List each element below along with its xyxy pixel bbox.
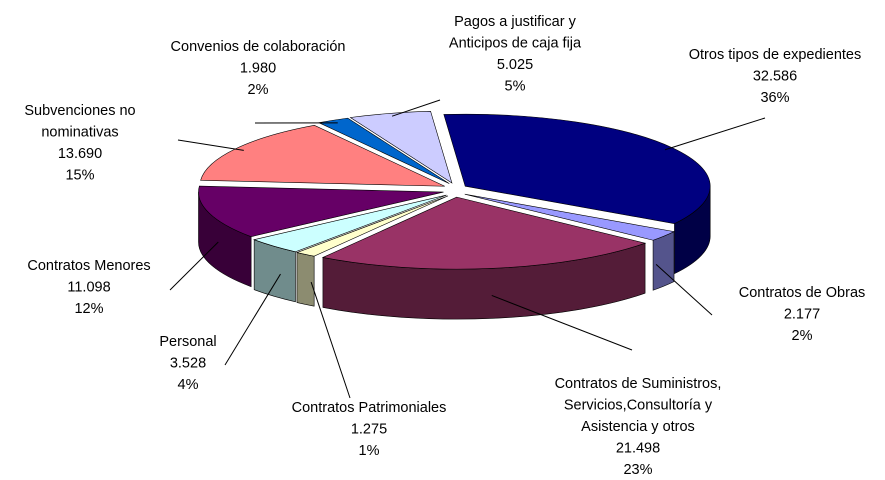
slice-label: Contratos de Obras [739, 285, 866, 301]
slice-label: Convenios de colaboración [171, 39, 346, 55]
percent-label: 2% [248, 82, 269, 98]
percent-label: 15% [65, 167, 94, 183]
slice-side [652, 231, 675, 291]
slice-label: Personal [159, 334, 216, 350]
slice [443, 113, 711, 224]
slice-label: Servicios,Consultoría y [564, 397, 713, 413]
value-label: 13.690 [58, 146, 102, 162]
leader-line [491, 295, 633, 351]
percent-label: 5% [505, 78, 526, 94]
slice-label: Asistencia y otros [581, 419, 695, 435]
value-label: 1.980 [240, 60, 276, 76]
slice-label: Pagos a justificar y [454, 14, 576, 30]
leader-line [391, 99, 441, 117]
percent-label: 2% [792, 328, 813, 344]
slice-label: nominativas [41, 124, 118, 140]
slice-label: Contratos Menores [27, 258, 150, 274]
leader-line [664, 117, 766, 151]
leader-line [169, 241, 219, 291]
percent-label: 36% [760, 90, 789, 106]
percent-label: 1% [359, 443, 380, 459]
slice [321, 196, 647, 270]
slice-label: Anticipos de caja fija [449, 35, 582, 51]
tops [198, 111, 711, 270]
slice-label: Otros tipos de expedientes [689, 47, 862, 63]
value-label: 32.586 [753, 68, 797, 84]
slice [295, 195, 449, 257]
leader-line [310, 281, 351, 399]
leader-line [224, 273, 281, 366]
slice-label: Subvenciones no [24, 103, 135, 119]
percent-label: 23% [623, 462, 652, 478]
slice-label: Contratos de Suministros, [555, 376, 722, 392]
slice [253, 194, 447, 253]
slice-label: Contratos Patrimoniales [292, 400, 447, 416]
percent-label: 12% [74, 301, 103, 317]
slice [198, 185, 444, 237]
value-label: 1.275 [351, 421, 387, 437]
value-label: 3.528 [170, 355, 206, 371]
value-label: 2.177 [784, 306, 820, 322]
slice-side [296, 252, 315, 307]
leader-line [177, 139, 244, 151]
percent-label: 4% [178, 377, 199, 393]
slice [349, 111, 453, 184]
value-label: 11.098 [67, 279, 110, 295]
value-label: 5.025 [497, 57, 533, 73]
value-label: 21.498 [616, 440, 660, 456]
leader-line [655, 264, 713, 316]
slice [464, 193, 675, 241]
